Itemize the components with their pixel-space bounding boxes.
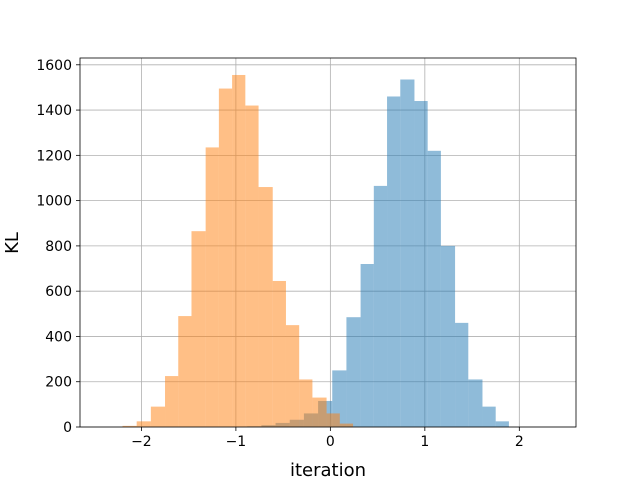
- histogram-bar-series-2: [326, 413, 340, 427]
- y-tick-label: 800: [45, 239, 72, 255]
- histogram-bar-series-1: [455, 322, 469, 427]
- histogram-bar-series-2: [191, 231, 206, 427]
- x-tick-label: 0: [326, 434, 335, 450]
- x-axis-label: iteration: [290, 460, 366, 480]
- histogram-bar-series-2: [232, 74, 246, 428]
- histogram-bar-series-2: [312, 397, 327, 427]
- plot-frame: [79, 57, 577, 428]
- histogram-bar-series-2: [205, 147, 219, 428]
- y-axis-label: KL: [2, 232, 23, 254]
- y-tick-label: 1000: [36, 194, 72, 210]
- histogram-bar-series-2: [245, 105, 259, 427]
- x-tick-label: 1: [420, 434, 429, 450]
- y-tick-label: 200: [45, 375, 72, 391]
- histogram-bar-series-2: [339, 423, 354, 427]
- histogram-bar-series-1: [360, 264, 374, 427]
- histogram-bar-series-1: [440, 245, 456, 427]
- y-tick-label: 600: [45, 284, 72, 300]
- histogram-bar-series-2: [258, 187, 273, 427]
- histogram-bar-series-2: [150, 406, 166, 427]
- histogram-bar-series-1: [387, 96, 401, 427]
- y-tick-label: 400: [45, 329, 72, 345]
- histogram-bars: [122, 74, 509, 428]
- histogram-bar-series-1: [332, 370, 347, 427]
- histogram-bar-series-2: [122, 425, 137, 427]
- x-tick-label: 2: [515, 434, 524, 450]
- histogram-bar-series-1: [373, 185, 388, 427]
- histogram-bar-series-1: [400, 79, 415, 427]
- y-tick-label: 0: [63, 420, 72, 436]
- histogram-bar-series-1: [482, 406, 496, 427]
- histogram-bar-series-2: [165, 376, 179, 427]
- grid-lines: [80, 58, 576, 428]
- histogram-bar-series-1: [427, 150, 441, 427]
- axis-ticks: −2 −1 0 1 2 0 200 400 600 800 1000 1200 1400 1600: [36, 58, 523, 450]
- x-tick-label: −2: [131, 434, 152, 450]
- x-tick-label: −1: [226, 434, 247, 450]
- histogram-bar-series-2: [299, 379, 313, 427]
- histogram-bar-series-2: [136, 421, 151, 427]
- histogram-bar-series-2: [218, 88, 233, 428]
- histogram-bar-series-1: [468, 379, 483, 427]
- histogram-bar-series-1: [414, 101, 428, 427]
- histogram-bar-series-2: [178, 316, 192, 427]
- histogram-bar-series-1: [495, 421, 509, 427]
- y-tick-label: 1200: [36, 148, 72, 164]
- y-tick-label: 1400: [36, 103, 72, 119]
- histogram-bar-series-2: [272, 280, 286, 427]
- histogram-bar-series-1: [346, 317, 361, 427]
- histogram-bar-series-2: [285, 325, 300, 427]
- y-tick-label: 1600: [36, 58, 72, 74]
